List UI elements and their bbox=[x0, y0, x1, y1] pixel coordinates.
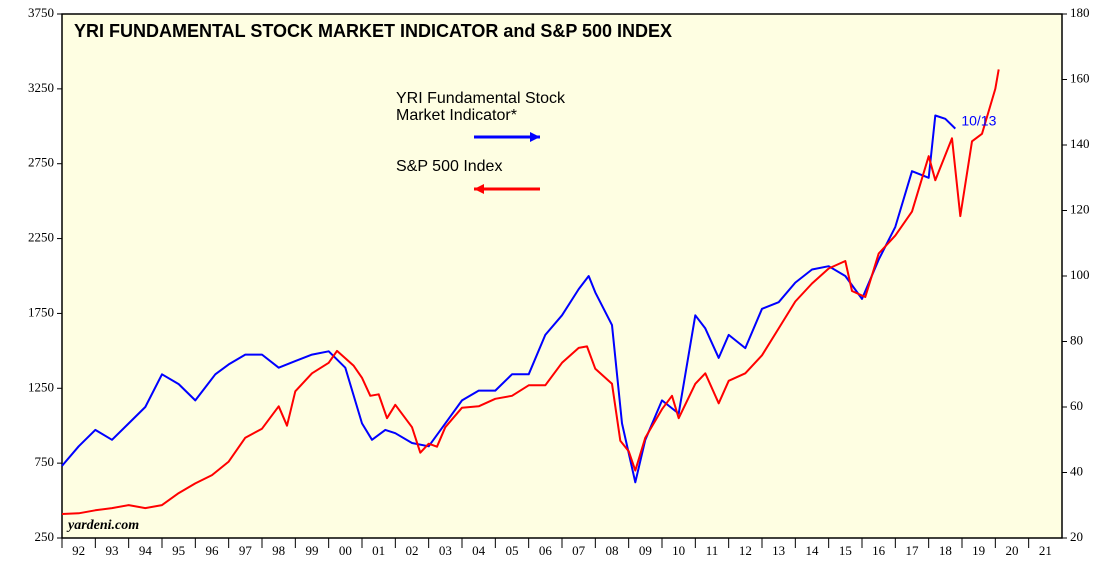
series-line bbox=[61, 69, 1000, 515]
x-tick-label: 94 bbox=[139, 543, 153, 558]
x-tick-label: 09 bbox=[639, 543, 652, 558]
chart-title: YRI FUNDAMENTAL STOCK MARKET INDICATOR a… bbox=[74, 21, 672, 41]
annotation: 10/13 bbox=[961, 112, 996, 128]
y2-tick-label: 100 bbox=[1070, 267, 1090, 282]
y2-tick-label: 80 bbox=[1070, 332, 1083, 347]
y2-tick-label: 120 bbox=[1070, 201, 1090, 216]
y-tick-label: 1250 bbox=[28, 379, 54, 394]
x-tick-label: 14 bbox=[806, 543, 820, 558]
x-tick-label: 17 bbox=[906, 543, 920, 558]
x-tick-label: 92 bbox=[72, 543, 85, 558]
x-tick-label: 15 bbox=[839, 543, 852, 558]
legend-arrow-head bbox=[530, 132, 540, 142]
y2-tick-label: 140 bbox=[1070, 136, 1090, 151]
x-tick-label: 98 bbox=[272, 543, 285, 558]
source: yardeni.com bbox=[66, 518, 139, 533]
x-tick-label: 10 bbox=[672, 543, 685, 558]
x-tick-label: 97 bbox=[239, 543, 253, 558]
x-tick-label: 20 bbox=[1006, 543, 1019, 558]
plot-area bbox=[61, 13, 1063, 539]
legend-arrow-head bbox=[474, 184, 484, 194]
y2-tick-label: 160 bbox=[1070, 70, 1090, 85]
y-tick-label: 750 bbox=[35, 454, 55, 469]
x-tick-label: 13 bbox=[772, 543, 785, 558]
legend-label: S&P 500 Index bbox=[396, 158, 503, 175]
y-tick-label: 3250 bbox=[28, 80, 54, 95]
x-tick-label: 18 bbox=[939, 543, 952, 558]
y-tick-label: 2250 bbox=[28, 230, 54, 245]
x-tick-label: 03 bbox=[439, 543, 452, 558]
y2-tick-label: 60 bbox=[1070, 398, 1083, 413]
x-tick-label: 99 bbox=[306, 543, 319, 558]
legend-label: YRI Fundamental Stock Market Indicator* bbox=[396, 90, 565, 124]
y-tick-label: 250 bbox=[35, 529, 55, 544]
x-tick-label: 19 bbox=[972, 543, 985, 558]
y2-tick-label: 40 bbox=[1070, 463, 1083, 478]
x-tick-label: 01 bbox=[372, 543, 385, 558]
series-line bbox=[61, 114, 956, 484]
x-tick-label: 05 bbox=[506, 543, 519, 558]
y-tick-label: 1750 bbox=[28, 304, 54, 319]
x-tick-label: 21 bbox=[1039, 543, 1052, 558]
y2-tick-label: 180 bbox=[1070, 5, 1090, 20]
x-tick-label: 08 bbox=[606, 543, 619, 558]
x-tick-label: 11 bbox=[706, 543, 719, 558]
y-tick-label: 2750 bbox=[28, 155, 54, 170]
x-tick-label: 02 bbox=[406, 543, 419, 558]
y-tick-label: 3750 bbox=[28, 5, 54, 20]
x-tick-label: 04 bbox=[472, 543, 486, 558]
x-tick-label: 07 bbox=[572, 543, 586, 558]
y2-tick-label: 20 bbox=[1070, 529, 1083, 544]
x-tick-label: 06 bbox=[539, 543, 553, 558]
x-tick-label: 00 bbox=[339, 543, 352, 558]
x-tick-label: 12 bbox=[739, 543, 752, 558]
x-tick-label: 96 bbox=[206, 543, 220, 558]
x-tick-label: 95 bbox=[172, 543, 185, 558]
x-tick-label: 93 bbox=[106, 543, 119, 558]
x-tick-label: 16 bbox=[872, 543, 886, 558]
